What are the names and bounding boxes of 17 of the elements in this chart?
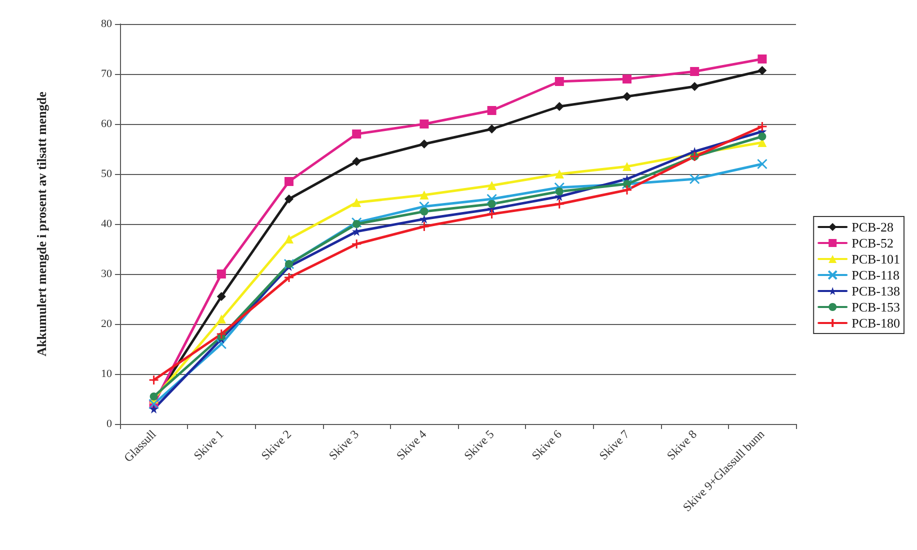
legend-label: PCB-180: [852, 316, 900, 330]
y-tick-label: 40: [101, 218, 112, 230]
y-tick-label: 70: [101, 68, 112, 80]
y-tick-label: 30: [101, 268, 112, 280]
y-tick-label: 50: [101, 168, 112, 180]
y-tick-label: 10: [101, 368, 112, 380]
y-axis-title: Akkumulert mengde i prosent av tilsatt mengde: [34, 91, 49, 356]
y-tick-label: 20: [101, 318, 112, 330]
legend-label: PCB-138: [852, 284, 900, 298]
y-tick-label: 0: [106, 418, 112, 430]
legend-label: PCB-101: [852, 252, 900, 266]
y-tick-label: 80: [101, 18, 112, 30]
legend-label: PCB-52: [852, 236, 894, 250]
legend-label: PCB-153: [852, 300, 900, 314]
y-tick-label: 60: [101, 118, 112, 130]
legend-label: PCB-28: [852, 220, 894, 234]
legend-label: PCB-118: [852, 268, 900, 282]
